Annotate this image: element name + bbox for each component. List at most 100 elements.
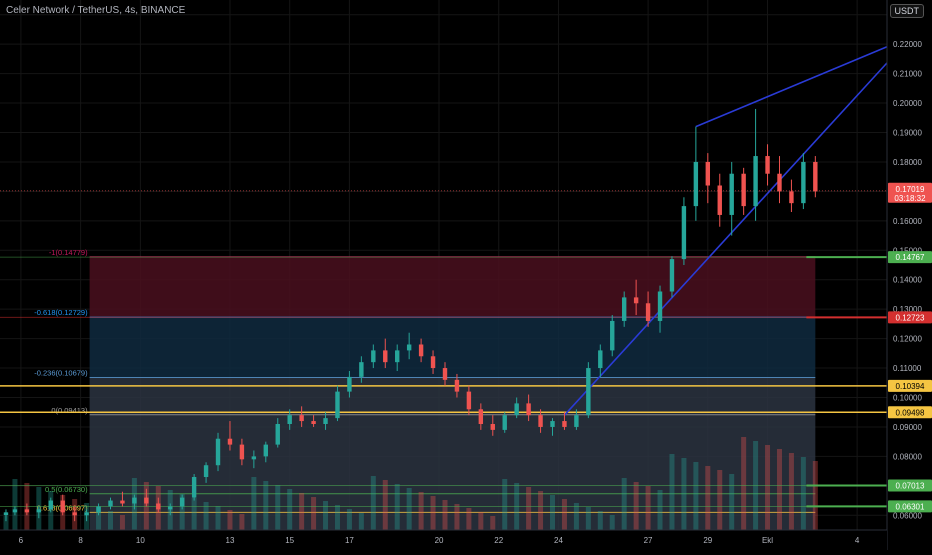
candle-body: [323, 418, 328, 424]
candle-body: [144, 497, 149, 504]
candle-body: [753, 156, 758, 207]
volume-bar: [526, 487, 532, 530]
candle-body: [84, 512, 89, 516]
candle-body: [359, 362, 364, 377]
volume-bar: [406, 488, 412, 530]
volume-bar: [3, 516, 9, 530]
currency-button[interactable]: USDT: [889, 4, 924, 18]
candle-body: [681, 206, 687, 260]
candle-body: [3, 512, 9, 516]
candle-body: [490, 424, 495, 430]
candle-body: [191, 477, 197, 498]
volume-bar: [227, 510, 233, 530]
current-price-tag: [888, 182, 932, 203]
volume-bar: [788, 453, 794, 530]
candle-body: [430, 356, 436, 369]
candle-body: [741, 173, 746, 207]
price-tick-label: 0.19000: [893, 129, 922, 138]
candle-body: [442, 368, 448, 380]
symbol-title: Celer Network / TetherUS, 4s, BINANCE: [6, 5, 186, 16]
candle-body: [526, 403, 531, 416]
candle-body: [371, 350, 376, 363]
time-tick-label: 29: [703, 536, 712, 545]
price-tick-label: 0.10000: [893, 394, 922, 403]
volume-bar: [299, 493, 305, 530]
volume-bar: [729, 474, 735, 530]
price-tag: [888, 379, 932, 392]
volume-bar: [119, 515, 125, 530]
volume-bar: [478, 512, 484, 530]
volume-bar: [287, 489, 293, 530]
volume-bar: [681, 458, 687, 530]
candle-body: [418, 344, 424, 357]
volume-bar: [323, 501, 329, 530]
candle-body: [215, 438, 221, 466]
candle-body: [478, 409, 484, 424]
volume-bar: [621, 478, 627, 530]
price-tag: [888, 406, 932, 419]
volume-bar: [179, 494, 185, 530]
volume-bar: [776, 449, 782, 530]
candle-body: [610, 320, 615, 351]
volume-bar: [418, 492, 424, 530]
volume-bar: [800, 457, 806, 530]
price-tag: [888, 500, 932, 513]
volume-bar: [609, 515, 615, 530]
fib-level-label: -1(0.14779): [49, 248, 88, 257]
time-tick-label: 22: [494, 536, 503, 545]
time-tick-label: 10: [136, 536, 145, 545]
price-tick-label: 0.20000: [893, 99, 922, 108]
price-tick-label: 0.11000: [893, 364, 922, 373]
price-tag: [888, 479, 932, 492]
price-tick-label: 0.13000: [893, 305, 922, 314]
time-axis-background: [0, 530, 887, 550]
candle-body: [48, 500, 53, 510]
volume-bar: [538, 491, 544, 530]
price-tag-label: 0.07013: [896, 481, 925, 490]
price-tick-label: 0.15000: [893, 246, 922, 255]
candle-body: [466, 391, 472, 410]
fib-level-label: 0(0.09413): [51, 406, 88, 415]
countdown-label: 03:18:32: [894, 194, 926, 203]
time-tick-label: 13: [226, 536, 235, 545]
volume-bar: [693, 462, 699, 530]
volume-bar: [490, 516, 496, 530]
candle-body: [36, 509, 42, 513]
price-tag-label: 0.09498: [896, 408, 925, 417]
price-tick-label: 0.18000: [893, 158, 922, 167]
candle-body: [514, 403, 519, 416]
time-tick-label: 20: [435, 536, 444, 545]
candle-body: [574, 415, 579, 427]
candle-body: [598, 350, 603, 369]
candle-body: [789, 191, 794, 204]
candle-body: [550, 421, 555, 427]
volume-bar: [108, 511, 114, 530]
volume-bar: [741, 437, 747, 530]
volume-bar: [669, 454, 675, 530]
candle-body: [813, 161, 818, 192]
price-tick-label: 0.12000: [893, 335, 922, 344]
candle-body: [24, 509, 30, 513]
volume-bar: [812, 461, 818, 530]
time-tick-label: 24: [554, 536, 563, 545]
fib-level-label: -0.236(0.10679): [34, 369, 88, 378]
volume-bar: [382, 480, 388, 530]
candle-body: [693, 161, 699, 207]
time-tick-label: 6: [19, 536, 24, 545]
candle-body: [156, 503, 161, 510]
candle-body: [263, 444, 269, 457]
volume-bar: [765, 445, 771, 530]
candle-body: [645, 303, 651, 321]
candle-body: [705, 161, 711, 186]
price-axis-background: [887, 0, 932, 550]
candle-body: [179, 497, 185, 507]
volume-bar: [263, 481, 269, 530]
candle-body: [96, 506, 101, 513]
candle-body: [287, 415, 292, 424]
candle-body: [777, 173, 782, 192]
volume-bar: [239, 514, 245, 530]
wedge-trendline: [563, 36, 912, 416]
candle-body: [657, 291, 663, 321]
